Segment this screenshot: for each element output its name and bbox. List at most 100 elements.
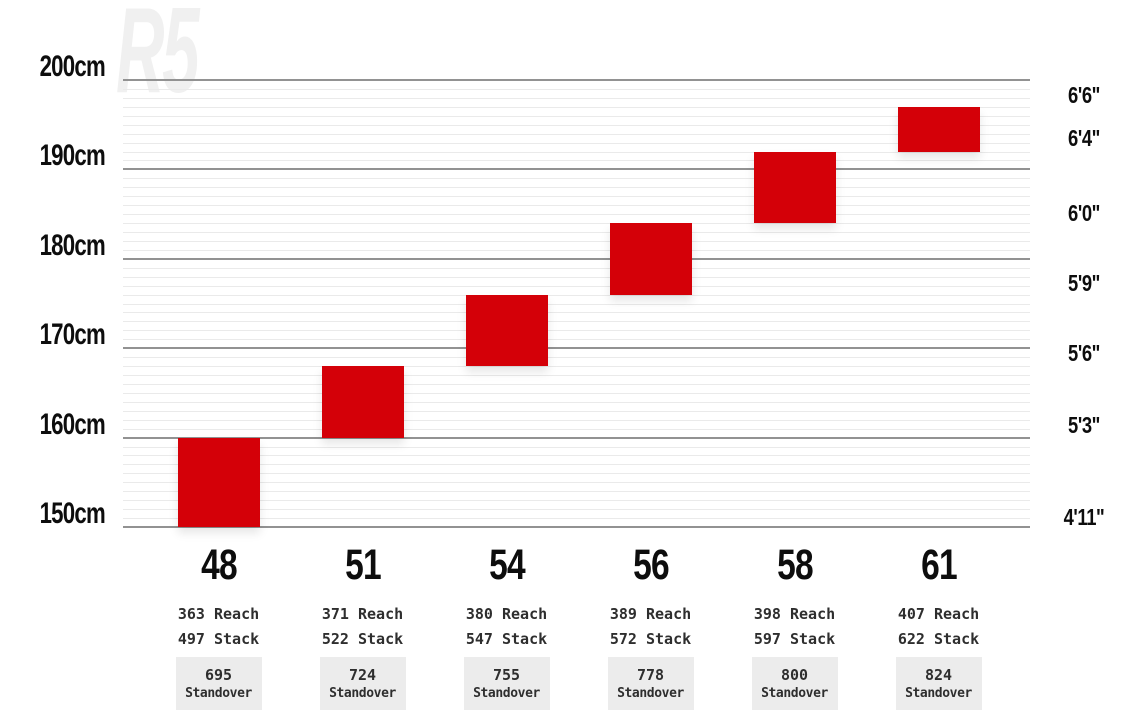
right-axis-tick: 5'9" [1068, 269, 1100, 296]
reach-value: 380 Reach [465, 605, 548, 623]
standover-label: Standover [329, 685, 396, 701]
watermark-model-name: R5 [116, 0, 200, 118]
stack-value: 597 Stack [753, 630, 836, 648]
reach-value: 407 Reach [897, 605, 980, 623]
gridline-minor [123, 267, 1030, 269]
gridline-minor [123, 473, 1030, 475]
standover-value: 800 [780, 665, 809, 684]
gridline-minor [123, 428, 1030, 430]
height-range-bar [177, 437, 260, 527]
gridline-minor [123, 491, 1030, 493]
gridline-minor [123, 151, 1030, 153]
gridline-minor [123, 88, 1030, 90]
gridline-minor [123, 187, 1030, 189]
gridline-minor [123, 106, 1030, 108]
gridline-major [123, 526, 1030, 528]
gridline-minor [123, 383, 1030, 385]
frame-size-label: 51 [344, 541, 382, 589]
frame-size-label: 54 [488, 541, 526, 589]
gridline-minor [123, 249, 1030, 251]
height-range-bar [609, 223, 692, 295]
left-axis-tick: 190cm [39, 139, 106, 173]
stack-value: 572 Stack [609, 630, 692, 648]
right-axis-tick: 5'6" [1068, 339, 1100, 366]
height-range-bar [897, 106, 980, 152]
right-axis-tick: 6'4" [1068, 125, 1100, 152]
gridline-minor [123, 455, 1030, 457]
gridline-major [123, 168, 1030, 171]
height-range-bar [465, 294, 548, 367]
gridline-minor [123, 142, 1030, 144]
gridline-minor [123, 223, 1030, 225]
gridline-minor [123, 509, 1030, 511]
gridline-minor [123, 500, 1030, 502]
stack-value: 522 Stack [321, 630, 404, 648]
gridline-minor [123, 97, 1030, 99]
right-axis-tick: 6'6" [1068, 82, 1100, 109]
gridline-minor [123, 482, 1030, 484]
standover-label: Standover [761, 685, 828, 701]
left-axis-tick: 170cm [39, 318, 106, 352]
standover-label: Standover [185, 685, 252, 701]
gridline-minor [123, 357, 1030, 359]
gridline-minor [123, 276, 1030, 278]
gridline-minor [123, 294, 1030, 296]
left-axis-tick: 180cm [39, 228, 106, 262]
standover-label: Standover [905, 685, 972, 701]
gridline-minor [123, 160, 1030, 162]
gridline-minor [123, 115, 1030, 117]
gridline-minor [123, 330, 1030, 332]
gridline-minor [123, 518, 1030, 520]
standover-box: 724 Standover [319, 657, 406, 710]
standover-box: 695 Standover [175, 657, 262, 710]
gridline-minor [123, 419, 1030, 421]
standover-value: 778 [636, 665, 665, 684]
standover-value: 755 [492, 665, 521, 684]
height-range-bar [753, 151, 836, 224]
stack-value: 547 Stack [465, 630, 548, 648]
standover-label: Standover [473, 685, 540, 701]
standover-box: 824 Standover [895, 657, 982, 710]
right-axis-tick: 6'0" [1068, 200, 1100, 227]
gridline-minor [123, 214, 1030, 216]
reach-value: 389 Reach [609, 605, 692, 623]
gridline-minor [123, 285, 1030, 287]
gridline-minor [123, 321, 1030, 323]
gridline-major [123, 257, 1030, 260]
gridline-minor [123, 375, 1030, 377]
standover-box: 778 Standover [607, 657, 694, 710]
gridline-minor [123, 339, 1030, 341]
right-axis-tick: 4'11" [1063, 504, 1105, 531]
standover-label: Standover [617, 685, 684, 701]
height-range-bar [321, 366, 404, 438]
gridline-minor [123, 446, 1030, 448]
left-axis-tick: 160cm [39, 407, 106, 441]
gridline-minor [123, 205, 1030, 207]
standover-value: 724 [348, 665, 377, 684]
standover-value: 824 [924, 665, 953, 684]
standover-box: 755 Standover [463, 657, 550, 710]
gridline-major [123, 347, 1030, 350]
standover-box: 800 Standover [751, 657, 838, 710]
stack-value: 622 Stack [897, 630, 980, 648]
gridline-major [123, 436, 1030, 439]
gridline-minor [123, 312, 1030, 314]
gridline-minor [123, 240, 1030, 242]
gridline-minor [123, 231, 1030, 233]
reach-value: 371 Reach [321, 605, 404, 623]
frame-size-label: 61 [920, 541, 958, 589]
gridline-minor [123, 178, 1030, 180]
gridline-minor [123, 464, 1030, 466]
stack-value: 497 Stack [177, 630, 260, 648]
gridline-minor [123, 392, 1030, 394]
gridline-minor [123, 401, 1030, 403]
left-axis-tick: 150cm [39, 497, 106, 530]
standover-value: 695 [204, 665, 233, 684]
reach-value: 398 Reach [753, 605, 836, 623]
frame-size-label: 58 [776, 541, 814, 589]
frame-size-label: 48 [200, 541, 238, 589]
gridline-minor [123, 124, 1030, 126]
right-axis-tick: 5'3" [1068, 412, 1100, 439]
gridline-minor [123, 196, 1030, 198]
